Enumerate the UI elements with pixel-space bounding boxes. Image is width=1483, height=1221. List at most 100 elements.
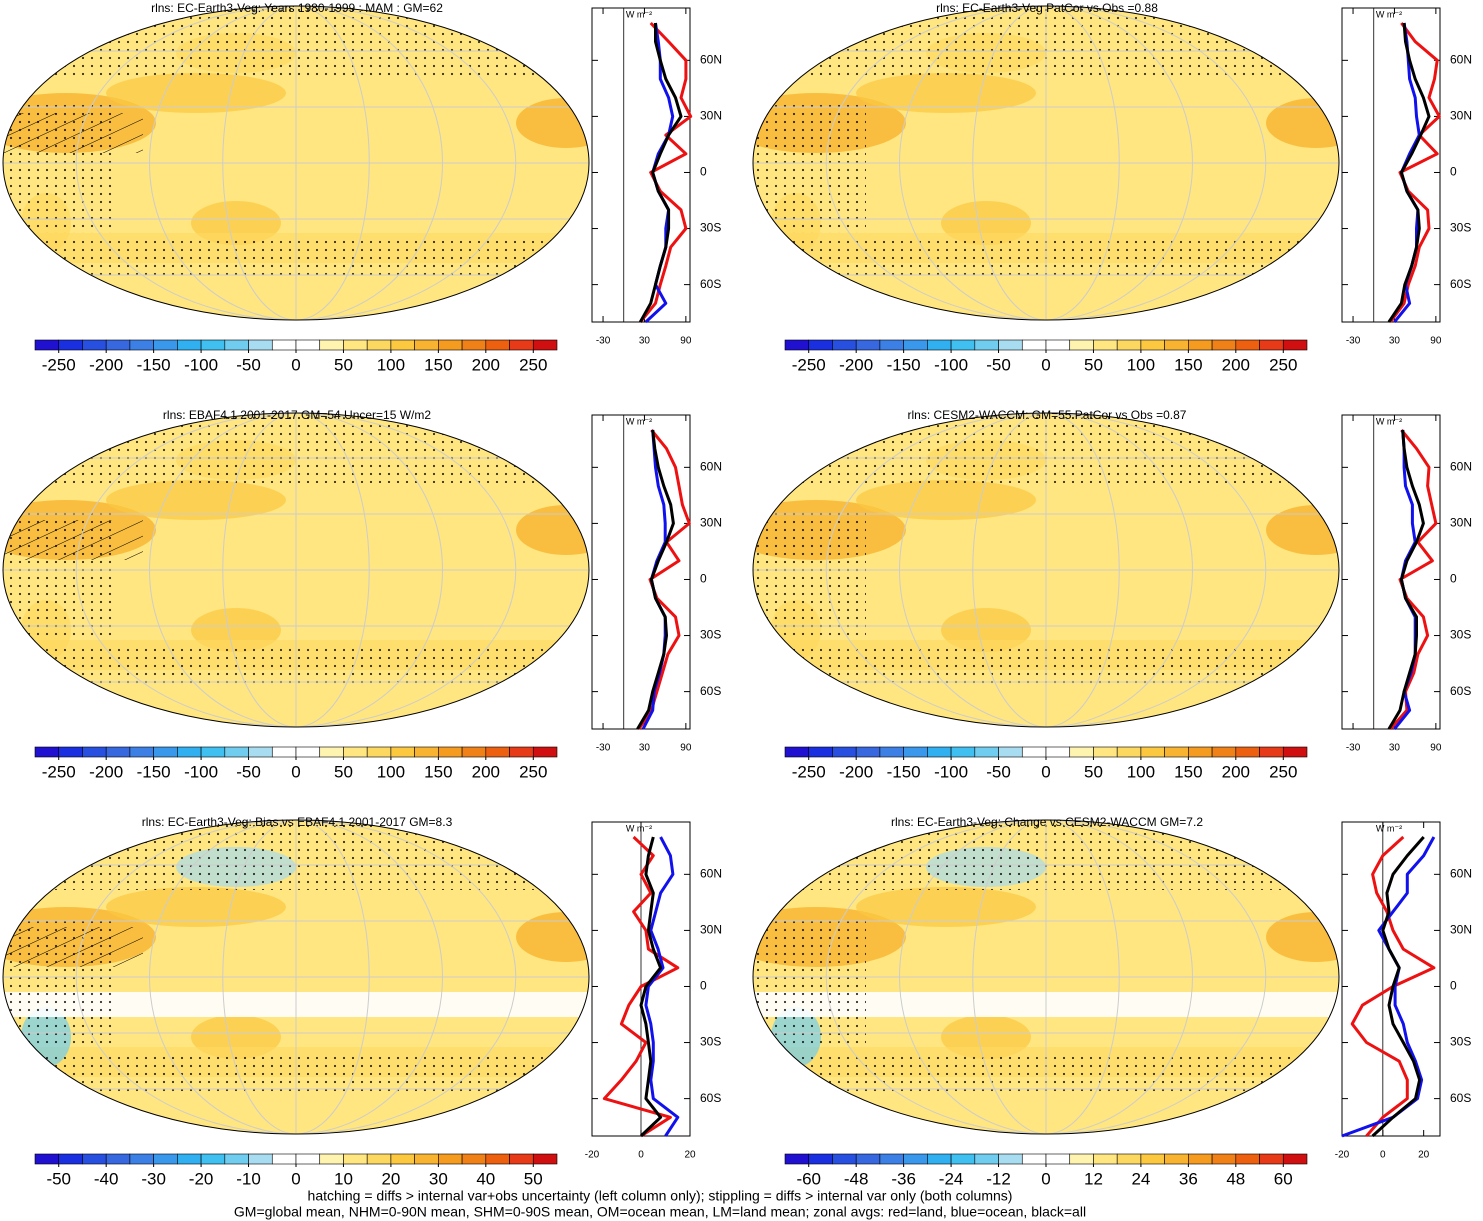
x-axis-label: W m⁻² [626,823,652,833]
map [752,5,1340,321]
colorbar-box [248,1153,273,1165]
colorbar-label: 100 [1127,355,1155,374]
y-tick-label: 0 [1450,165,1457,179]
y-tick-label: 60S [700,684,721,698]
y-tick-label: 0 [1450,572,1457,586]
zonal-line [1389,429,1438,730]
colorbar-box [153,339,178,351]
colorbar-box [248,746,273,758]
colorbar-box [1093,1153,1118,1165]
colorbar-box [1116,1153,1142,1165]
y-tick-label: 60N [1450,53,1472,67]
colorbar-box [808,1153,833,1165]
panel-title: rlns: CESM2-WACCM: GM=55 PatCor vs Obs =… [908,408,1187,422]
x-tick-label: 30 [639,743,651,754]
colorbar-label: 0 [1041,1169,1050,1188]
zonal-line [644,836,680,1137]
colorbar-box [1259,746,1284,758]
zonal-line [637,429,691,730]
colorbar-box [58,1153,83,1165]
colorbar-box [129,339,154,351]
profile-frame [591,7,691,323]
colorbar-box [105,746,131,758]
colorbar-box [1069,339,1094,351]
colorbar-box [177,339,202,351]
colorbar-box [200,339,226,351]
y-tick-label: 60S [700,277,721,291]
zonal-line [602,835,680,1138]
map-patch [1266,98,1339,148]
y-tick-label: 60N [1450,867,1472,881]
colorbar-box [950,339,976,351]
colorbar-label: -50 [236,762,261,781]
colorbar-label: -150 [137,355,171,374]
x-tick-label: 90 [1430,336,1442,347]
colorbar-box [1164,746,1189,758]
y-tick-label: 0 [700,979,707,993]
colorbar-box [461,1153,487,1165]
colorbar-label: -250 [42,762,76,781]
map [752,819,1340,1135]
x-tick-label: 30 [1389,743,1401,754]
colorbar-box [832,339,857,351]
zonal-line [639,21,693,323]
colorbar-box [34,746,60,758]
profile-frame [1341,821,1441,1137]
colorbar-box [1069,1153,1094,1165]
colorbar-box [390,1153,415,1165]
y-tick-label: 60N [700,53,722,67]
x-tick-label: 30 [639,336,651,347]
colorbar-box [271,339,297,351]
y-tick-label: 60N [700,460,722,474]
colorbar-box [1188,339,1213,351]
colorbar-box [903,746,928,758]
colorbar-box [974,1153,999,1165]
colorbar-label: -200 [839,762,873,781]
colorbar-label: 200 [472,762,500,781]
y-tick-label: 30S [700,628,721,642]
colorbar-box [509,339,534,351]
colorbar-box [998,339,1023,351]
map-border [2,412,590,728]
zonal-line [636,429,675,730]
colorbar-box [1282,746,1308,758]
colorbar-box [855,339,881,351]
colorbar-box [808,339,833,351]
map-patch [106,73,286,113]
colorbar-box [1021,746,1047,758]
y-tick-label: 30S [700,221,721,235]
colorbar-box [1045,1153,1071,1165]
colorbar-box [319,339,344,351]
y-tick-label: 0 [700,165,707,179]
y-tick-label: 60S [1450,277,1471,291]
zonal-line [1387,429,1425,730]
x-tick-label: 90 [680,336,692,347]
colorbar-box [1021,339,1047,351]
colorbar-box [129,1153,154,1165]
colorbar-box [832,1153,857,1165]
colorbar-label: 10 [334,1169,353,1188]
zonal-line [1341,836,1436,1138]
colorbar-box [832,746,857,758]
y-tick-label: 30N [1450,516,1472,530]
colorbar-box [1211,746,1237,758]
colorbar-box [343,1153,368,1165]
colorbar-label: -100 [184,355,218,374]
colorbar-label: 0 [1041,762,1050,781]
colorbar-box [1211,1153,1237,1165]
colorbar-box [390,339,415,351]
map-field [3,6,589,320]
colorbar-box [153,1153,178,1165]
colorbar-label: 0 [291,762,300,781]
colorbar-box [224,339,249,351]
colorbar-box [1259,339,1284,351]
colorbar-box [485,1153,510,1165]
colorbar-label: 250 [519,355,547,374]
panel-title: rlns: EC-Earth3-Veg: Bias vs EBAF4.1 200… [142,815,453,829]
colorbar-box [1116,339,1142,351]
x-tick-label: 0 [638,1150,644,1161]
colorbar-box [1069,746,1094,758]
map [752,412,1340,728]
map-field [753,413,1339,727]
colorbar-box [974,746,999,758]
